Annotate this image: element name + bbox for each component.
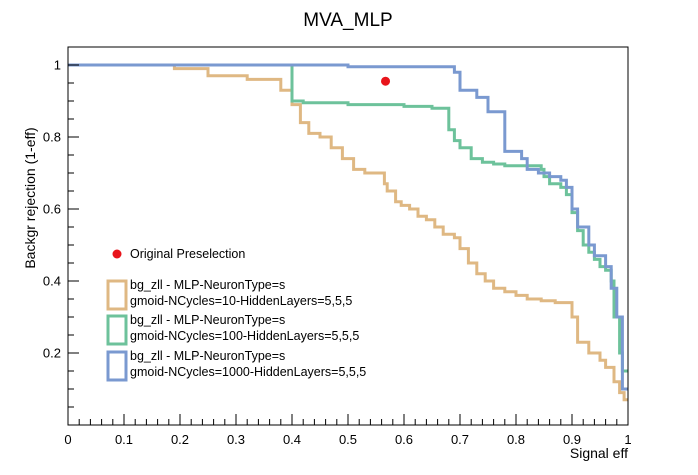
x-tick-label: 1 <box>624 432 631 447</box>
x-tick-label: 0.4 <box>283 432 301 447</box>
y-tick-label: 0.8 <box>43 130 61 145</box>
x-tick-label: 0.8 <box>507 432 525 447</box>
x-tick-label: 0.7 <box>451 432 469 447</box>
legend-label-3: gmoid-NCycles=1000-HiddenLayers=5,5,5 <box>130 365 366 379</box>
chart-title: MVA_MLP <box>303 10 392 31</box>
y-tick-label: 0.6 <box>43 202 61 217</box>
x-axis-title: Signal eff <box>570 445 628 461</box>
preselection-point <box>381 76 391 86</box>
legend-marker-swatch <box>112 249 122 259</box>
x-tick-label: 0 <box>64 432 71 447</box>
marker-layer <box>381 76 391 86</box>
y-tick-label: 0.2 <box>43 346 61 361</box>
series-line-3 <box>68 63 628 391</box>
x-tick-label: 0.5 <box>339 432 357 447</box>
legend-swatch-3 <box>106 350 128 382</box>
x-tick-label: 0.2 <box>171 432 189 447</box>
ticks-layer: 0 0.1 0.2 0.3 0.4 0.5 0.6 0.7 0.8 0.9 1 0.2 0.4 0.6 0.… <box>43 58 632 448</box>
legend-label-2: gmoid-NCycles=100-HiddenLayers=5,5,5 <box>130 329 359 343</box>
legend-label-3: bg_zll - MLP-NeuronType=s <box>130 349 285 363</box>
x-tick-label: 0.3 <box>227 432 245 447</box>
x-tick-label: 0.1 <box>115 432 133 447</box>
series-layer <box>68 63 628 402</box>
legend-swatch-2 <box>106 314 128 346</box>
y-tick-label: 0.4 <box>43 274 61 289</box>
legend-label-2: bg_zll - MLP-NeuronType=s <box>130 313 285 327</box>
legend-marker-label: Original Preselection <box>130 247 245 261</box>
x-tick-label: 0.6 <box>395 432 413 447</box>
legend-label-1: gmoid-NCycles=10-HiddenLayers=5,5,5 <box>130 294 352 308</box>
legend-label-1: bg_zll - MLP-NeuronType=s <box>130 278 285 292</box>
legend: Original Preselection bg_zll - MLP-Neuro… <box>106 247 366 382</box>
y-tick-label: 1 <box>54 58 61 73</box>
legend-swatch-1 <box>106 279 128 311</box>
x-tick-label: 0.9 <box>563 432 581 447</box>
series-line-1 <box>68 63 628 402</box>
y-axis-title: Backgr rejection (1-eff) <box>22 127 38 268</box>
legend-series: bg_zll - MLP-NeuronType=s gmoid-NCycles=1… <box>106 278 366 382</box>
